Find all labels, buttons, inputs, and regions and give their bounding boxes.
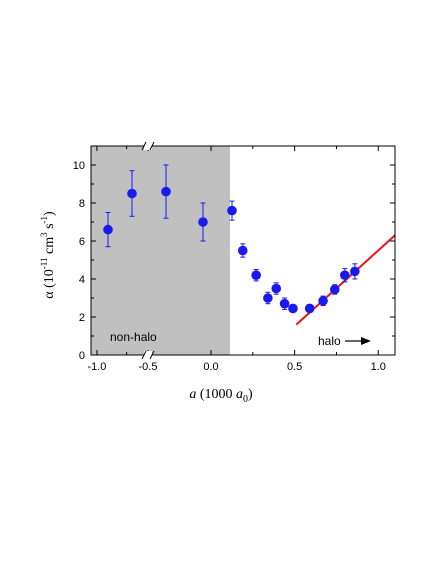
data-point [251, 270, 261, 281]
break-gap [144, 351, 152, 359]
data-point [288, 303, 298, 314]
break-slash [149, 350, 155, 360]
marks-layer [103, 164, 396, 326]
x-axis-label: a (1000 a0) [189, 387, 253, 405]
x-tick-label: -1.0 [87, 361, 106, 373]
data-point [340, 270, 350, 281]
x-label-end: ) [248, 387, 253, 402]
y-tick-label: 4 [79, 274, 85, 286]
non-halo-region [91, 146, 230, 355]
x-label-sub: 0 [243, 394, 248, 405]
x-tick-label: 0.0 [203, 361, 218, 373]
data-point [198, 217, 208, 227]
y-label-exp3: -1 [39, 216, 49, 224]
data-point [350, 266, 360, 277]
halo-label: halo [318, 334, 341, 348]
y-tick-label: 10 [73, 160, 85, 172]
data-point [329, 284, 340, 295]
break-gap [144, 142, 152, 150]
data-point [127, 188, 137, 199]
data-point [103, 224, 113, 235]
break-slash [141, 141, 147, 151]
x-label-mid: (1000 [196, 387, 236, 402]
data-point [279, 298, 290, 309]
x-tick-label: 1.0 [371, 361, 386, 373]
data-point [304, 303, 315, 314]
non-halo-label: non-halo [110, 330, 157, 344]
x-tick-label: -0.5 [139, 361, 158, 373]
plot-frame [90, 145, 396, 356]
halo-arrow [345, 337, 371, 345]
y-label-symbol: α [42, 291, 57, 299]
y-axis-label: α (10-11 cm3 s-1) [39, 211, 57, 299]
data-point [161, 186, 171, 197]
y-label-close: ) [42, 211, 57, 216]
y-tick-label: 0 [79, 350, 85, 362]
break-slash [149, 141, 155, 151]
data-point [263, 293, 273, 303]
y-label-open: (10 [42, 269, 57, 291]
data-point [318, 296, 328, 306]
break-slash [141, 350, 147, 360]
y-tick-label: 6 [79, 236, 85, 248]
data-point [227, 205, 237, 216]
y-label-exp1: -11 [39, 258, 49, 270]
y-tick-label: 8 [79, 198, 85, 210]
y-label-unit2: s [42, 223, 57, 232]
y-label-exp2: 3 [39, 232, 49, 237]
x-label-sub-base: a [236, 387, 243, 402]
x-label-var: a [189, 387, 196, 402]
axis-break [141, 141, 155, 360]
ticks-layer: 0 2 4 6 8 10 -1.0 -0.5 0.0 0.5 1.0 [73, 146, 395, 373]
y-label-unit1: cm [42, 237, 57, 258]
data-point [271, 283, 282, 294]
x-tick-label: 0.5 [287, 361, 302, 373]
data-point [237, 245, 248, 256]
y-tick-label: 2 [79, 312, 85, 324]
